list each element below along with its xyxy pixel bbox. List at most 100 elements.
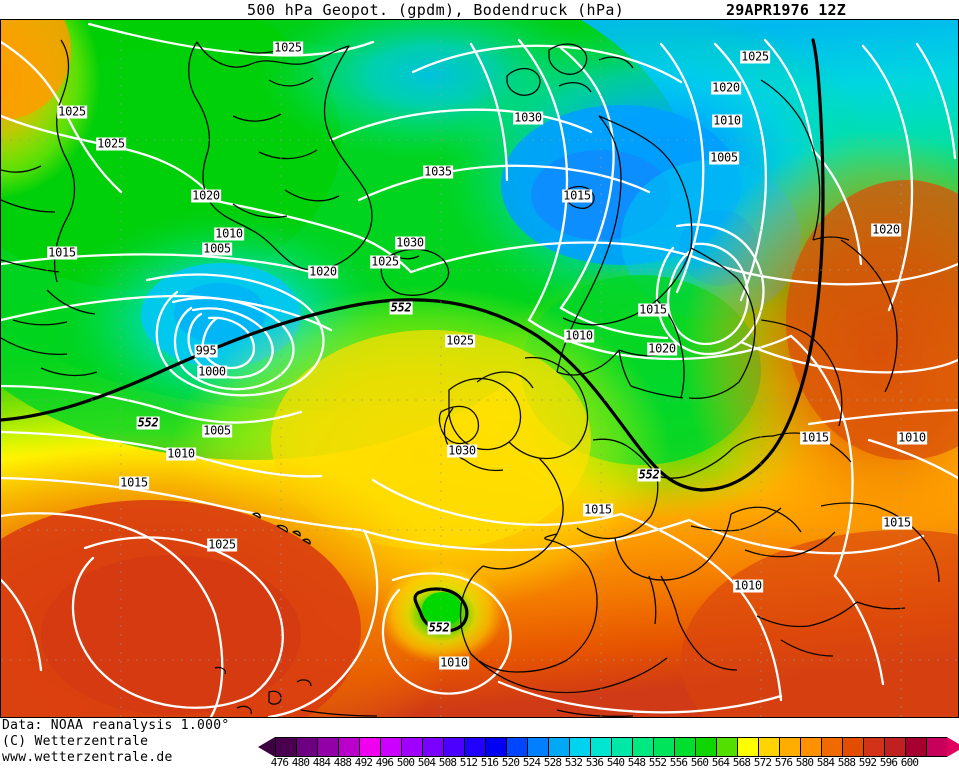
colorbar-tick: 488 [333, 756, 352, 769]
pressure-contour-label: 1010 [166, 446, 196, 461]
graticule [1, 40, 958, 717]
colorbar-tick: 560 [690, 756, 709, 769]
colorbar-cell [758, 737, 779, 757]
pressure-contour-label: 1015 [800, 430, 830, 445]
pressure-contour-label: 1025 [445, 333, 475, 348]
colorbar-cell [275, 737, 296, 757]
colorbar-tick: 576 [774, 756, 793, 769]
colorbar-cell [905, 737, 926, 757]
pressure-contour-label: 1000 [197, 364, 227, 379]
colorbar-cell [800, 737, 821, 757]
pressure-contour-label: 1010 [712, 113, 742, 128]
colorbar-cell [821, 737, 842, 757]
geopotential-contour-label: 552 [136, 415, 160, 430]
colorbar-right-arrow [947, 737, 959, 757]
copyright-label: (C) Wetterzentrale [2, 734, 149, 749]
valid-time-label: 29APR1976 12Z [726, 1, 846, 19]
map-frame: 1025 1025 1020 1010 1005 1015 1020 1025 1030 1035… [0, 19, 959, 718]
colorbar: 476 480 484 488 492 496 500 504 508 512 516 520 524 5… [258, 737, 959, 769]
pressure-contour-label: 1020 [647, 341, 677, 356]
colorbar-cell [674, 737, 695, 757]
pressure-contour-label: 1015 [583, 502, 613, 517]
colorbar-cell [464, 737, 485, 757]
colorbar-tick: 524 [522, 756, 541, 769]
colorbar-tick: 484 [312, 756, 331, 769]
colorbar-cell [737, 737, 758, 757]
colorbar-tick: 540 [606, 756, 625, 769]
colorbar-tick: 552 [648, 756, 667, 769]
pressure-contour-label: 1025 [273, 40, 303, 55]
colorbar-tick-labels: 476 480 484 488 492 496 500 504 508 512 516 520 524 5… [269, 756, 920, 770]
colorbar-tick: 492 [354, 756, 373, 769]
colorbar-tick: 600 [900, 756, 919, 769]
colorbar-tick: 496 [375, 756, 394, 769]
colorbar-tick: 516 [480, 756, 499, 769]
colorbar-cell [716, 737, 737, 757]
geopotential-contour-label: 552 [389, 300, 413, 315]
page-title: 500 hPa Geopot. (gpdm), Bodendruck (hPa) [247, 1, 625, 19]
colorbar-tick: 508 [438, 756, 457, 769]
colorbar-cell [296, 737, 317, 757]
pressure-contour-label: 1015 [638, 302, 668, 317]
colorbar-cell [401, 737, 422, 757]
map-canvas: 1025 1025 1020 1010 1005 1015 1020 1025 1030 1035… [1, 20, 958, 717]
colorbar-tick: 528 [543, 756, 562, 769]
colorbar-cell [527, 737, 548, 757]
pressure-contour-label: 1025 [370, 254, 400, 269]
colorbar-tick: 512 [459, 756, 478, 769]
colorbar-cell [422, 737, 443, 757]
pressure-contour-label: 1015 [882, 515, 912, 530]
colorbar-tick: 532 [564, 756, 583, 769]
pressure-contour-label: 1025 [740, 49, 770, 64]
colorbar-tick: 476 [270, 756, 289, 769]
colorbar-tick: 556 [669, 756, 688, 769]
pressure-contour-label: 1030 [513, 110, 543, 125]
pressure-contour-label: 1025 [207, 537, 237, 552]
pressure-contour-label: 1005 [202, 241, 232, 256]
geopotential-heatmap [1, 20, 958, 717]
data-source-label: Data: NOAA reanalysis 1.000° [2, 718, 230, 733]
pressure-contour-label: 1030 [395, 235, 425, 250]
pressure-contour-label: 1010 [897, 430, 927, 445]
colorbar-cell [632, 737, 653, 757]
colorbar-cell [611, 737, 632, 757]
pressure-contour-label: 1010 [733, 578, 763, 593]
geopotential-contour-label: 552 [637, 467, 661, 482]
colorbar-cell [569, 737, 590, 757]
pressure-contour-label: 1020 [191, 188, 221, 203]
colorbar-tick: 500 [396, 756, 415, 769]
colorbar-cell [359, 737, 380, 757]
colorbar-tick: 564 [711, 756, 730, 769]
website-label[interactable]: www.wetterzentrale.de [2, 750, 173, 765]
colorbar-tick: 572 [753, 756, 772, 769]
colorbar-tick: 592 [858, 756, 877, 769]
pressure-contour-label: 1010 [214, 226, 244, 241]
pressure-contour-label: 1025 [96, 136, 126, 151]
colorbar-tick: 580 [795, 756, 814, 769]
pressure-contour-label: 1015 [562, 188, 592, 203]
colorbar-tick: 584 [816, 756, 835, 769]
colorbar-cell [842, 737, 863, 757]
pressure-contour-label: 1020 [871, 222, 901, 237]
colorbar-cell [779, 737, 800, 757]
colorbar-cell [317, 737, 338, 757]
pressure-contour-label: 1035 [423, 164, 453, 179]
colorbar-cell [443, 737, 464, 757]
pressure-contour-label: 1015 [119, 475, 149, 490]
colorbar-cell [926, 737, 947, 757]
geopotential-contour-label: 552 [427, 620, 451, 635]
colorbar-cell [338, 737, 359, 757]
pressure-contour-label: 1030 [447, 443, 477, 458]
colorbar-tick: 536 [585, 756, 604, 769]
pressure-contour-label: 995 [194, 343, 218, 358]
pressure-contour-label: 1015 [47, 245, 77, 260]
mslp-contours [1, 22, 958, 717]
colorbar-cell [485, 737, 506, 757]
colorbar-tick: 588 [837, 756, 856, 769]
pressure-contour-label: 1020 [711, 80, 741, 95]
colorbar-tick: 504 [417, 756, 436, 769]
colorbar-cell [695, 737, 716, 757]
chart-titlebar: 500 hPa Geopot. (gpdm), Bodendruck (hPa)… [0, 0, 959, 19]
colorbar-cell [884, 737, 905, 757]
colorbar-left-arrow [258, 737, 275, 757]
